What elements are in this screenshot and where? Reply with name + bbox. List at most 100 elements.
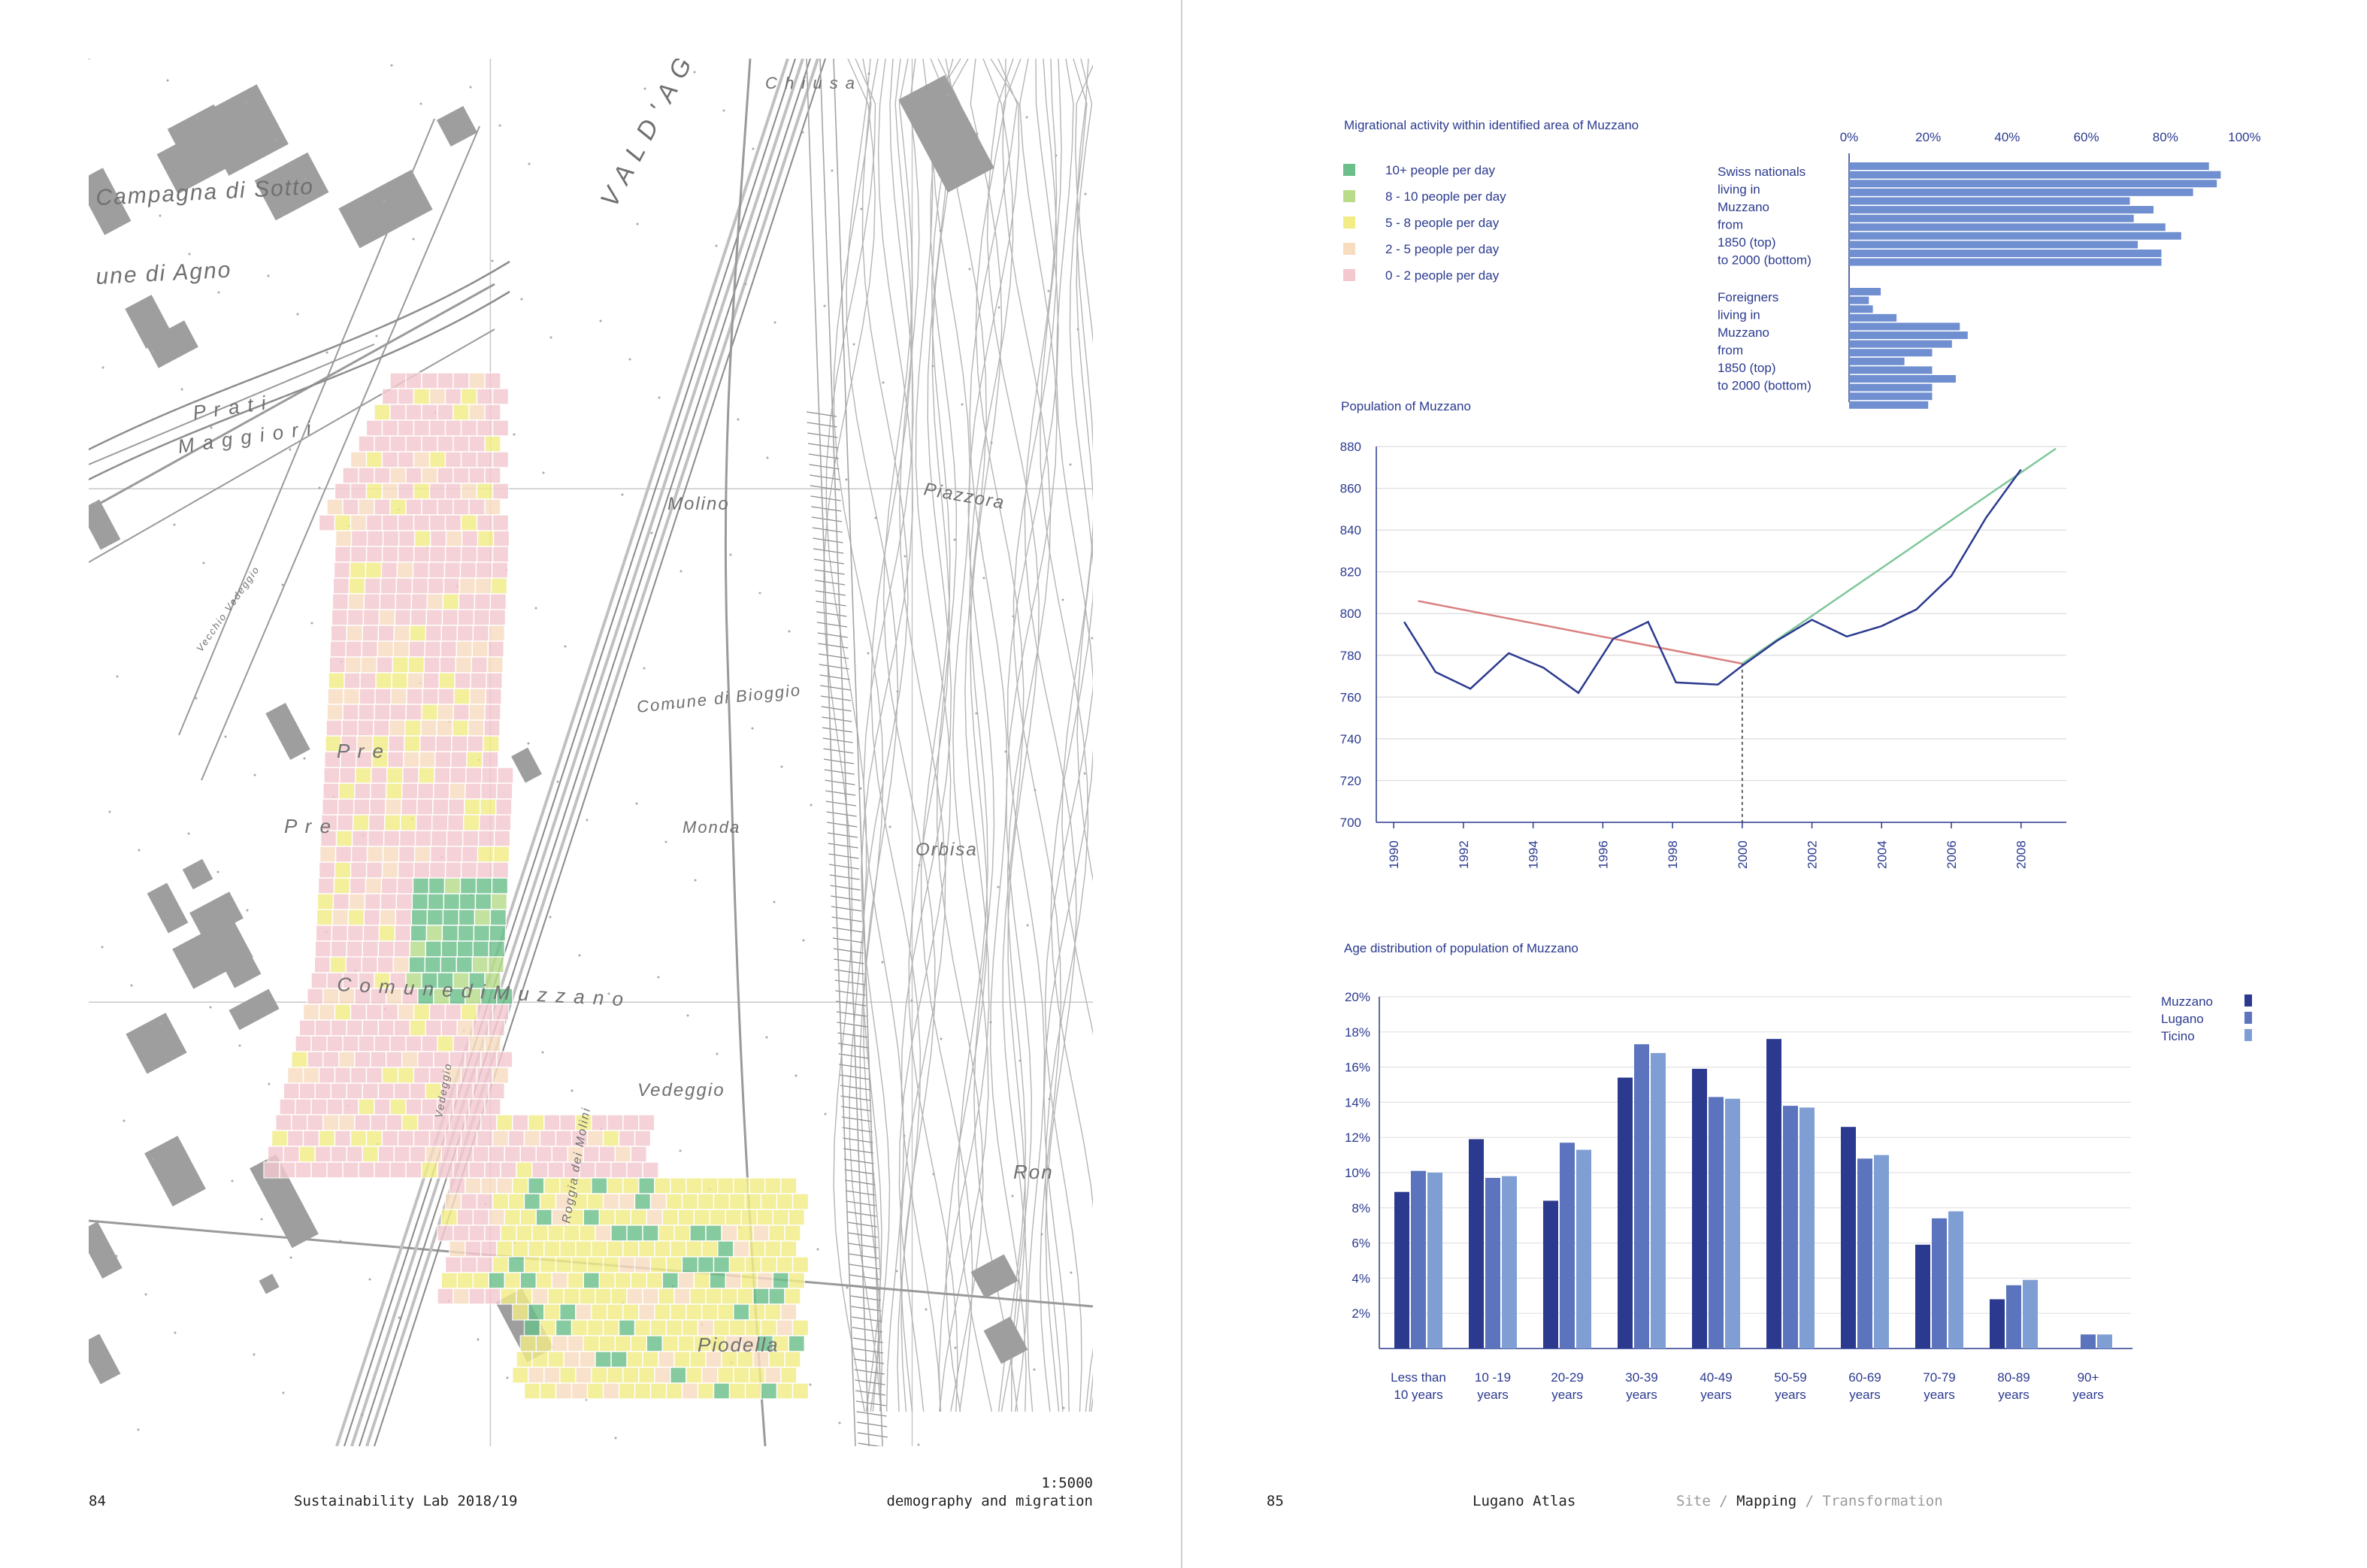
heat-cell [461, 530, 479, 547]
heat-cell [409, 625, 426, 642]
heat-cell [384, 814, 401, 831]
heat-cell [397, 514, 415, 531]
breadcrumb-mapping[interactable]: Mapping [1736, 1493, 1797, 1509]
heat-cell [776, 1382, 794, 1400]
heat-cell [459, 877, 477, 894]
map-building [511, 747, 542, 783]
heat-cell [575, 1367, 592, 1384]
breadcrumb-site[interactable]: Site [1676, 1493, 1711, 1509]
heat-cell [346, 1082, 363, 1100]
heat-cell [468, 719, 485, 737]
heat-cell [363, 909, 381, 926]
heat-cell [453, 688, 471, 705]
heat-cell [586, 1130, 604, 1147]
breadcrumb-transformation[interactable]: Transformation [1822, 1493, 1943, 1509]
heat-cell [490, 577, 508, 595]
heat-cell [448, 798, 465, 816]
heat-cell [468, 404, 486, 421]
heat-cell [456, 956, 473, 973]
heat-cell [591, 1240, 608, 1258]
heat-cell [445, 530, 463, 547]
heat-cell [421, 704, 438, 721]
heat-cell [434, 767, 451, 784]
heat-cell [516, 1351, 533, 1368]
legend-swatch [2244, 1029, 2252, 1041]
map-dot [874, 516, 877, 519]
heat-cell [417, 1051, 434, 1068]
map-dot [1047, 289, 1050, 292]
heat-cell [408, 640, 425, 658]
heat-cell [756, 1209, 773, 1226]
heat-cell [468, 372, 486, 389]
heat-cell [686, 1303, 703, 1321]
heat-cell [591, 1177, 608, 1194]
railway-hatch [837, 1032, 868, 1038]
railway-hatch [836, 1000, 867, 1006]
heat-cell [776, 1193, 794, 1210]
map-dot [498, 124, 501, 127]
heat-cell [507, 1256, 525, 1273]
heat-cell [492, 846, 510, 863]
heat-cell [407, 656, 425, 674]
heat-cell [480, 1051, 498, 1068]
heat-cell [792, 1256, 810, 1273]
map-dot [852, 343, 855, 346]
heat-cell [377, 1082, 395, 1100]
heat-cell [472, 1146, 489, 1163]
heat-cell [286, 1130, 304, 1147]
heat-cell [428, 1130, 446, 1147]
map-dot [780, 765, 783, 768]
heat-cell [709, 1209, 726, 1226]
heat-cell [476, 483, 494, 500]
heat-cell [428, 514, 446, 531]
heat-cell [402, 767, 419, 784]
map-dot [528, 162, 531, 165]
map-dot [846, 1286, 849, 1289]
heat-cell [638, 1367, 655, 1384]
heat-cell [780, 1367, 798, 1384]
heat-cell [551, 1335, 568, 1352]
heat-cell [610, 1351, 628, 1368]
heat-cell [681, 1193, 699, 1210]
age-bar [1799, 1107, 1815, 1349]
heat-cell [654, 1240, 671, 1258]
heat-cell [488, 1272, 505, 1289]
age-bar [1725, 1098, 1740, 1349]
heat-cell [792, 1193, 810, 1210]
heat-cell [602, 1130, 620, 1147]
heat-cell [354, 782, 371, 800]
heat-cell [330, 1146, 347, 1163]
heat-cell [444, 419, 462, 437]
heat-cell [428, 1003, 446, 1021]
heat-cell [365, 861, 383, 879]
map-dot [801, 131, 804, 134]
heat-cell [334, 483, 352, 500]
heat-cell [476, 1256, 494, 1273]
heat-cell [331, 609, 349, 626]
heat-cell [413, 1003, 431, 1021]
heat-cell [383, 830, 401, 847]
map-building [89, 168, 132, 235]
heat-cell [348, 893, 366, 910]
heat-cell [342, 467, 359, 484]
heat-cell [551, 1146, 568, 1163]
heat-cell [440, 625, 458, 642]
heat-cell [472, 1272, 489, 1289]
heat-cell [622, 1177, 640, 1194]
map-dot [115, 1255, 118, 1258]
map-dot [931, 365, 934, 368]
railway-line [350, 59, 804, 1446]
heat-cell [362, 1019, 379, 1037]
heat-cell [749, 1303, 766, 1321]
heat-cell [394, 925, 412, 942]
heat-cell [658, 1351, 675, 1368]
heat-cell [382, 530, 400, 547]
heat-cell [492, 1256, 510, 1273]
heat-cell [413, 388, 431, 405]
map-dot [368, 1278, 371, 1281]
map-dot [1062, 1406, 1065, 1409]
heat-cell [467, 735, 484, 752]
heat-cell [377, 625, 395, 642]
heat-cell [298, 1146, 316, 1163]
heat-cell [475, 877, 493, 894]
